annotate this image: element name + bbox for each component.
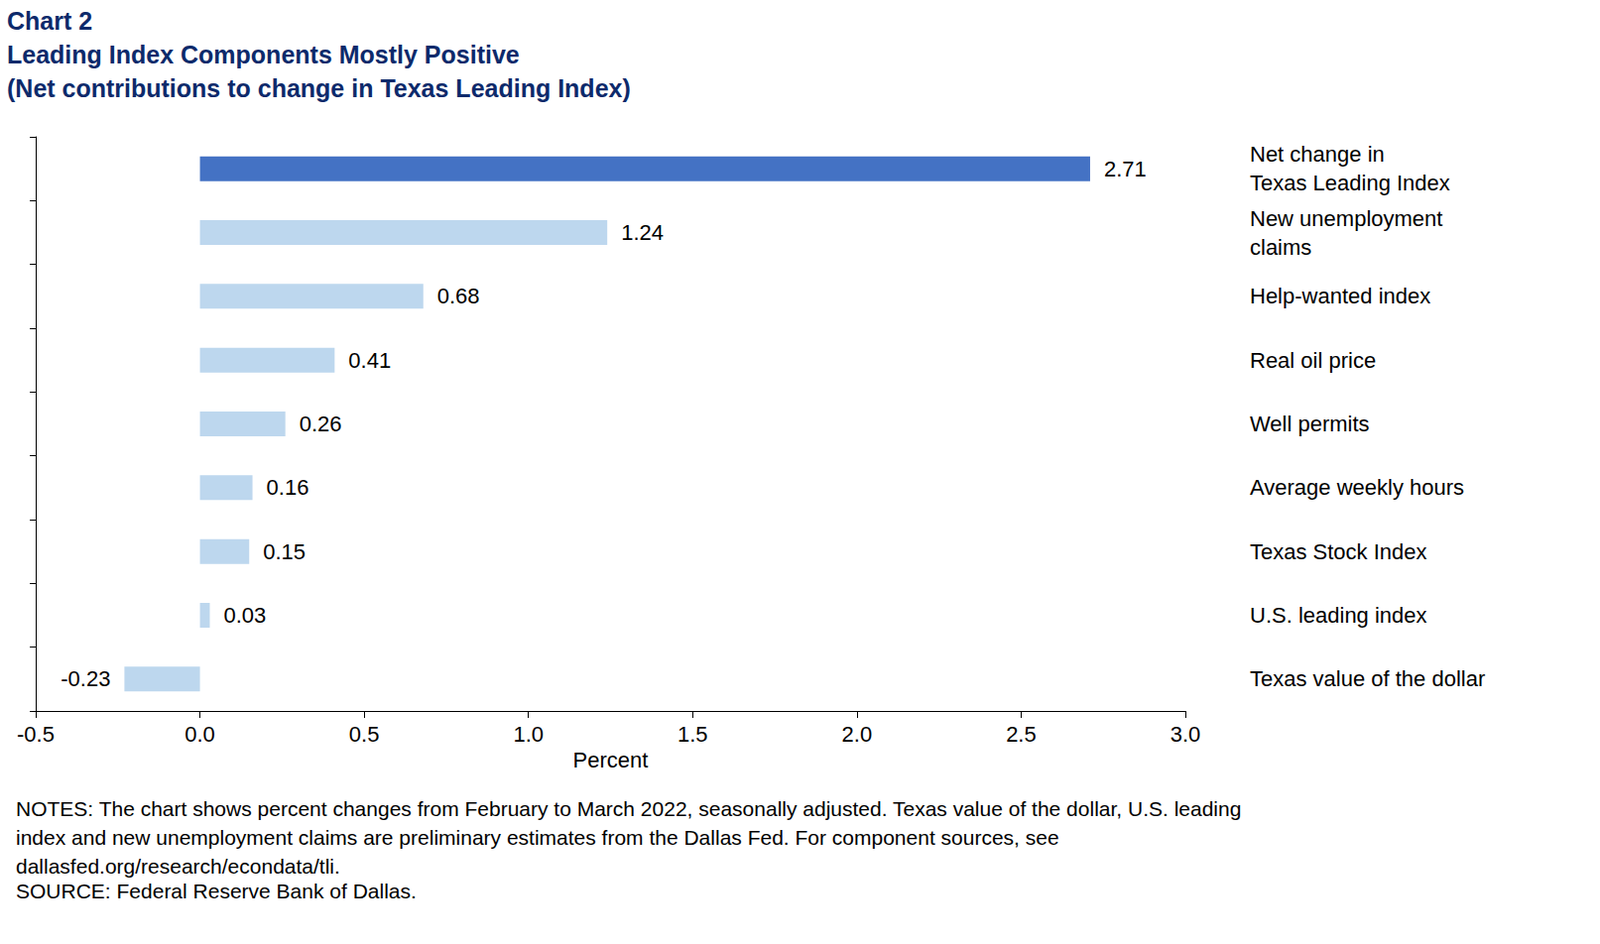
svg-text:0.03: 0.03 bbox=[224, 603, 267, 628]
svg-text:0.41: 0.41 bbox=[348, 348, 391, 373]
svg-text:SOURCE: Federal Reserve Bank o: SOURCE: Federal Reserve Bank of Dallas. bbox=[15, 879, 417, 903]
svg-text:0.16: 0.16 bbox=[266, 475, 310, 500]
svg-text:U.S. leading index: U.S. leading index bbox=[1249, 603, 1428, 628]
svg-text:2.5: 2.5 bbox=[1005, 722, 1037, 747]
svg-text:New unemployment: New unemployment bbox=[1249, 206, 1443, 232]
svg-text:0.68: 0.68 bbox=[437, 283, 481, 309]
svg-text:Real oil price: Real oil price bbox=[1249, 348, 1376, 373]
svg-text:Chart 2: Chart 2 bbox=[6, 6, 93, 35]
svg-text:Average weekly hours: Average weekly hours bbox=[1249, 475, 1465, 500]
svg-text:Well permits: Well permits bbox=[1249, 411, 1370, 437]
svg-text:0.26: 0.26 bbox=[299, 411, 343, 437]
svg-text:NOTES: The chart shows percent: NOTES: The chart shows percent changes f… bbox=[15, 797, 1241, 821]
svg-text:claims: claims bbox=[1249, 235, 1312, 260]
svg-text:Leading Index Components Mostl: Leading Index Components Mostly Positive bbox=[6, 40, 520, 69]
svg-text:0.5: 0.5 bbox=[349, 722, 380, 747]
svg-text:1.24: 1.24 bbox=[620, 220, 664, 246]
svg-text:Texas Leading Index: Texas Leading Index bbox=[1249, 170, 1451, 196]
svg-text:(Net contributions to change i: (Net contributions to change in Texas Le… bbox=[6, 74, 631, 103]
svg-text:dallasfed.org/research/econdat: dallasfed.org/research/econdata/tli. bbox=[15, 855, 341, 878]
svg-text:3.0: 3.0 bbox=[1170, 722, 1202, 747]
svg-text:Texas value of the dollar: Texas value of the dollar bbox=[1249, 666, 1485, 692]
svg-text:1.0: 1.0 bbox=[512, 722, 544, 747]
svg-text:Texas Stock Index: Texas Stock Index bbox=[1249, 539, 1428, 565]
svg-text:2.0: 2.0 bbox=[842, 722, 873, 747]
svg-text:Help-wanted index: Help-wanted index bbox=[1249, 283, 1431, 309]
svg-text:2.71: 2.71 bbox=[1104, 156, 1147, 182]
svg-text:-0.5: -0.5 bbox=[16, 722, 55, 747]
svg-text:index and new unemployment cla: index and new unemployment claims are pr… bbox=[15, 826, 1060, 850]
svg-text:0.15: 0.15 bbox=[262, 539, 306, 565]
svg-text:Percent: Percent bbox=[573, 747, 649, 773]
svg-text:-0.23: -0.23 bbox=[60, 666, 111, 692]
svg-text:0.0: 0.0 bbox=[184, 722, 216, 747]
svg-text:1.5: 1.5 bbox=[677, 722, 709, 747]
svg-text:Net change in: Net change in bbox=[1249, 141, 1385, 167]
